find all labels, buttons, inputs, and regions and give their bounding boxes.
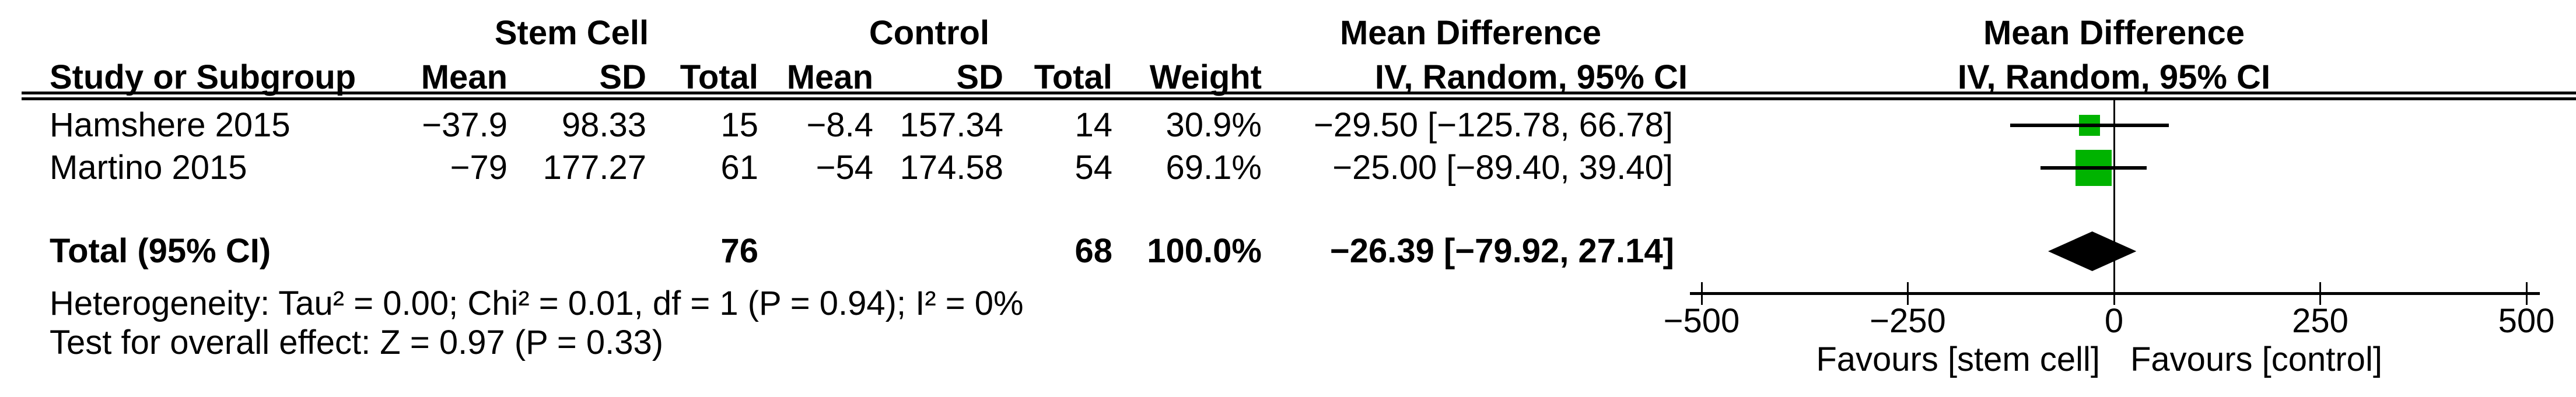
mean-stem: −37.9 bbox=[422, 106, 508, 144]
axis-tick bbox=[1700, 282, 1703, 305]
total-control: 14 bbox=[1074, 106, 1112, 144]
total-stem: 15 bbox=[720, 106, 758, 144]
axis-tick-label: 250 bbox=[2292, 302, 2348, 340]
sd-stem: 98.33 bbox=[561, 106, 646, 144]
study-name: Martino 2015 bbox=[50, 149, 247, 187]
col-header-sd-control: SD bbox=[956, 58, 1003, 96]
col-header-study: Study or Subgroup bbox=[50, 58, 356, 96]
plot-header-line1: Mean Difference bbox=[1983, 14, 2245, 52]
sd-stem: 177.27 bbox=[542, 149, 646, 187]
effect-column-header-line1: Mean Difference bbox=[1339, 14, 1602, 52]
ci-text: −29.50 [−125.78, 66.78] bbox=[1314, 106, 1673, 144]
mean-stem: −79 bbox=[450, 149, 508, 187]
zero-line bbox=[2113, 100, 2115, 294]
col-header-sd-stem: SD bbox=[599, 58, 646, 96]
total-control: 54 bbox=[1074, 149, 1112, 187]
axis-tick bbox=[2525, 282, 2528, 305]
col-header-total-control: Total bbox=[1034, 58, 1112, 96]
sd-control: 157.34 bbox=[900, 106, 1003, 144]
total-ci-text: −26.39 [−79.92, 27.14] bbox=[1329, 232, 1674, 270]
group-header-control: Control bbox=[869, 14, 990, 52]
col-header-mean-control: Mean bbox=[786, 58, 873, 96]
plot-header-line2: IV, Random, 95% CI bbox=[1957, 58, 2271, 96]
ci-text: −25.00 [−89.40, 39.40] bbox=[1332, 149, 1673, 187]
mean-control: −54 bbox=[816, 149, 873, 187]
header-divider-top bbox=[22, 92, 2576, 94]
axis-tick-label: 500 bbox=[2498, 302, 2555, 340]
col-header-total-stem: Total bbox=[680, 58, 758, 96]
col-header-mean-stem: Mean bbox=[421, 58, 508, 96]
axis-tick-label: −250 bbox=[1870, 302, 1946, 340]
ci-line bbox=[2040, 166, 2147, 170]
heterogeneity-stats: Heterogeneity: Tau² = 0.00; Chi² = 0.01,… bbox=[50, 284, 1024, 322]
effect-column-header-line2: IV, Random, 95% CI bbox=[1374, 58, 1688, 96]
favours-left-label: Favours [stem cell] bbox=[1816, 340, 2100, 378]
axis-tick-label: −500 bbox=[1663, 302, 1740, 340]
favours-right-label: Favours [control] bbox=[2130, 340, 2382, 378]
sd-control: 174.58 bbox=[900, 149, 1003, 187]
group-header-stem-cell: Stem Cell bbox=[494, 14, 649, 52]
total-weight: 100.0% bbox=[1147, 232, 1262, 270]
header-divider-bottom bbox=[22, 97, 2576, 100]
axis-tick bbox=[2113, 282, 2115, 305]
x-axis-line bbox=[1690, 292, 2540, 295]
study-name: Hamshere 2015 bbox=[50, 106, 290, 144]
total-n-control: 68 bbox=[1074, 232, 1112, 270]
axis-tick-label: 0 bbox=[2104, 302, 2124, 340]
col-header-weight: Weight bbox=[1149, 58, 1262, 96]
overall-effect-test: Test for overall effect: Z = 0.97 (P = 0… bbox=[50, 324, 664, 361]
ci-line bbox=[2010, 124, 2169, 127]
total-n-stem: 76 bbox=[720, 232, 758, 270]
weight-value: 69.1% bbox=[1166, 149, 1262, 187]
mean-control: −8.4 bbox=[806, 106, 874, 144]
axis-tick bbox=[2319, 282, 2321, 305]
summary-diamond bbox=[2048, 231, 2137, 271]
total-stem: 61 bbox=[720, 149, 758, 187]
weight-value: 30.9% bbox=[1166, 106, 1262, 144]
total-label: Total (95% CI) bbox=[50, 232, 271, 270]
axis-tick bbox=[1907, 282, 1909, 305]
